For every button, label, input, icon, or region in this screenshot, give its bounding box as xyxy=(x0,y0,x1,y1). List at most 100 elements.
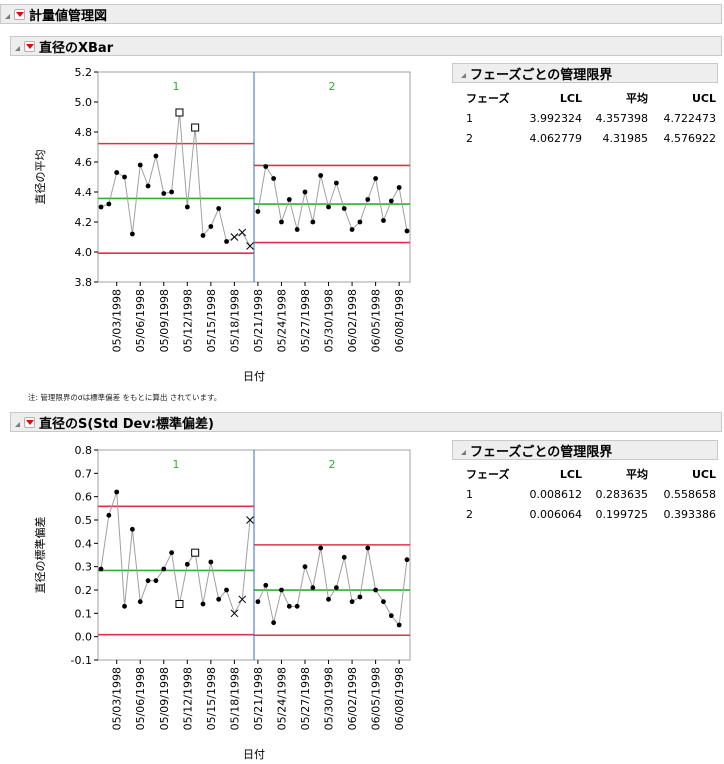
y-tick-label: 0.0 xyxy=(75,631,93,644)
phase-label: 2 xyxy=(329,80,336,93)
data-point xyxy=(216,206,222,211)
data-point xyxy=(106,201,112,207)
x-tick-label: 05/30/1998 xyxy=(323,289,336,352)
disclosure-triangle-icon[interactable] xyxy=(461,68,466,78)
report-header: 計量値管理図 xyxy=(0,4,722,24)
table-cell: 2 xyxy=(466,131,473,145)
y-tick-label: 3.8 xyxy=(75,276,93,289)
table-cell: 0.558658 xyxy=(663,487,717,501)
x-stroke xyxy=(238,228,247,237)
data-point xyxy=(137,599,143,605)
data-point xyxy=(349,227,355,232)
data-point xyxy=(365,545,371,551)
series-line xyxy=(257,165,408,232)
data-point xyxy=(184,561,190,567)
y-tick-label: 4.2 xyxy=(75,216,93,229)
y-tick-label: 5.2 xyxy=(75,66,93,79)
data-point xyxy=(169,189,175,195)
y-tick-label: 4.4 xyxy=(75,186,93,199)
x-tick-label: 05/06/1998 xyxy=(134,289,147,352)
data-point xyxy=(161,566,167,572)
table-cell: 0.393386 xyxy=(663,507,717,521)
y-axis-label: 直径の平均 xyxy=(33,150,47,205)
table-cell: 4.722473 xyxy=(663,111,717,125)
data-point xyxy=(224,587,229,593)
x-tick-label: 06/02/1998 xyxy=(346,289,359,352)
x-tick-label: 05/03/1998 xyxy=(111,667,124,730)
x-stroke xyxy=(246,516,254,524)
y-tick-label: 0.2 xyxy=(75,584,93,597)
table-cell: 0.199725 xyxy=(595,507,649,521)
table-row: 2 0.006064 0.199725 0.393386 xyxy=(466,504,716,524)
x-stroke xyxy=(246,242,254,250)
red-triangle-menu-icon[interactable] xyxy=(24,40,35,52)
data-point xyxy=(333,180,339,186)
disclosure-triangle-icon[interactable] xyxy=(15,417,20,427)
disclosure-triangle-icon[interactable] xyxy=(15,41,20,51)
data-point xyxy=(349,599,355,605)
disclosure-triangle-icon[interactable] xyxy=(5,9,10,19)
data-point xyxy=(333,585,339,591)
table-header-row: フェーズ LCL 平均 UCL xyxy=(466,464,716,484)
x-tick-label: 05/27/1998 xyxy=(299,667,312,730)
table-cell: 4.357398 xyxy=(595,111,649,125)
data-point xyxy=(208,559,214,565)
data-point xyxy=(388,198,394,204)
table-cell: 4.576922 xyxy=(663,131,717,145)
x-stroke xyxy=(230,609,239,618)
red-triangle-menu-icon[interactable] xyxy=(14,8,25,20)
s-header: 直径のS(Std Dev:標準偏差) xyxy=(10,412,722,432)
column-header: UCL xyxy=(691,467,716,481)
data-point xyxy=(224,239,229,244)
table-header-row: フェーズ LCL 平均 UCL xyxy=(466,88,716,108)
sigma-note: 注: 管理限界のσは標準偏差 をもとに算出 されています。 xyxy=(28,393,222,402)
data-point xyxy=(381,599,386,605)
x-tick-label: 05/12/1998 xyxy=(181,667,194,730)
data-point xyxy=(302,564,308,570)
column-header: フェーズ xyxy=(466,468,510,481)
data-point xyxy=(122,174,127,180)
table-row: 1 3.992324 4.357398 4.722473 xyxy=(466,108,716,128)
data-point-square xyxy=(191,548,200,557)
data-point xyxy=(396,185,402,190)
data-point xyxy=(294,227,300,232)
x-tick-label: 06/08/1998 xyxy=(393,667,406,730)
x-stroke xyxy=(238,595,247,604)
x-tick-label: 05/12/1998 xyxy=(181,289,194,352)
xbar-chart: 3.8 4.0 4.2 4.4 4.6 4.8 5.0 5.2 直径の平均 05/03/1998 0… xyxy=(33,66,411,383)
y-tick-label: 0.8 xyxy=(75,444,93,457)
data-point xyxy=(137,162,143,168)
data-point xyxy=(208,224,214,229)
data-point xyxy=(263,582,269,588)
column-header: LCL xyxy=(559,91,582,105)
data-point xyxy=(216,596,222,602)
data-point xyxy=(153,578,159,584)
y-axis-label: 直径の標準偏差 xyxy=(33,517,47,594)
table-cell: 0.008612 xyxy=(529,487,583,501)
data-point xyxy=(373,587,379,593)
x-tick-label: 05/30/1998 xyxy=(323,667,336,730)
s-limits-title: フェーズごとの管理限界 xyxy=(470,444,613,460)
xbar-limits-header: フェーズごとの管理限界 xyxy=(452,63,718,83)
data-point-x xyxy=(230,233,239,241)
data-point xyxy=(114,170,120,175)
red-triangle-menu-icon[interactable] xyxy=(24,416,35,428)
x-tick-label: 05/03/1998 xyxy=(111,289,124,352)
s-limits-header: フェーズごとの管理限界 xyxy=(452,440,718,460)
y-tick-label: 0.4 xyxy=(75,537,93,550)
disclosure-triangle-icon[interactable] xyxy=(461,445,466,455)
data-point xyxy=(200,601,206,607)
x-tick-label: 05/15/1998 xyxy=(205,289,218,352)
data-point xyxy=(114,489,120,495)
xbar-title: 直径のXBar xyxy=(39,40,114,56)
data-point xyxy=(98,566,104,572)
data-point-x xyxy=(246,242,254,250)
phase-label: 1 xyxy=(173,80,180,93)
y-tick-label: 0.1 xyxy=(75,607,93,620)
data-point xyxy=(341,554,347,560)
data-point xyxy=(365,197,371,202)
data-point xyxy=(373,176,379,181)
table-cell: 1 xyxy=(466,111,473,125)
y-tick-label: 4.0 xyxy=(75,246,93,259)
table-row: 1 0.008612 0.283635 0.558658 xyxy=(466,484,716,504)
